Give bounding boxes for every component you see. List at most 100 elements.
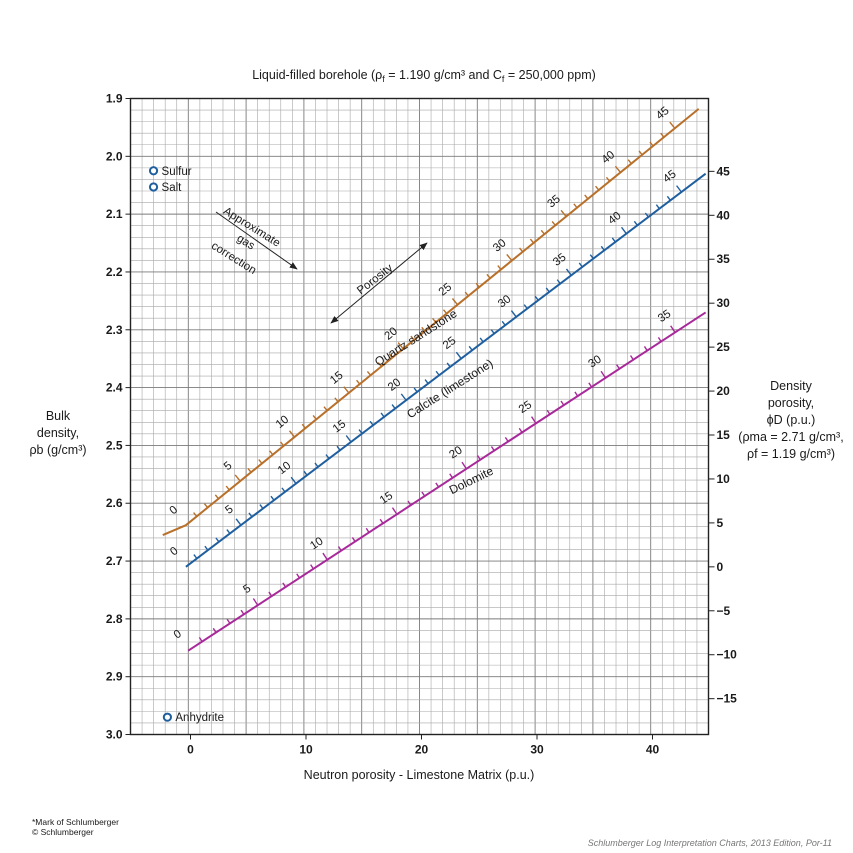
y-tick-label: 2.4 bbox=[106, 381, 123, 395]
porosity-arrow-annotation: Porosity bbox=[330, 242, 428, 324]
series-tick bbox=[214, 494, 220, 500]
right-tick-label: 40 bbox=[717, 208, 731, 222]
series-tick bbox=[193, 554, 198, 559]
series-tick bbox=[270, 495, 275, 501]
series-tick bbox=[391, 507, 398, 515]
mineral-point-marker bbox=[148, 166, 159, 176]
series-tick bbox=[449, 473, 454, 479]
y-tick-label: 2.9 bbox=[106, 670, 123, 684]
series-tick bbox=[464, 291, 469, 297]
series-tick bbox=[573, 203, 578, 209]
y-tick-label: 2.2 bbox=[106, 265, 123, 279]
series-tick bbox=[560, 400, 565, 406]
density-porosity-ticks: 45 40 35 30 25 20 15 10 5 0 −5 −10 −15 bbox=[708, 164, 737, 706]
x-axis-label: Neutron porosity - Limestone Matrix (p.u… bbox=[304, 768, 535, 782]
mineral-point-marker bbox=[148, 182, 159, 192]
series-tick bbox=[605, 176, 611, 182]
series-tick bbox=[486, 273, 491, 279]
series-tick bbox=[523, 304, 528, 310]
y-tick-label: 1.9 bbox=[106, 92, 123, 106]
series-tick bbox=[666, 195, 671, 201]
series-tick bbox=[358, 429, 363, 434]
series-tick bbox=[198, 637, 203, 642]
y-tick-label: 3.0 bbox=[106, 728, 123, 742]
series-tick bbox=[595, 185, 600, 191]
mineral-label-salt: Salt bbox=[162, 182, 183, 194]
porosity-scale-label: 20 bbox=[447, 444, 464, 461]
porosity-scale-label: 30 bbox=[491, 237, 508, 254]
series-tick bbox=[545, 287, 550, 293]
right-axis-label-line2: porosity, bbox=[768, 396, 814, 410]
series-tick bbox=[655, 204, 660, 210]
series-tick bbox=[584, 194, 589, 200]
y-axis-label-line3: ρb (g/cm³) bbox=[29, 443, 86, 457]
series-tick bbox=[380, 412, 385, 418]
series-tick bbox=[323, 406, 328, 411]
series-tick bbox=[506, 253, 513, 262]
series-tick bbox=[435, 482, 440, 488]
porosity-scale-label: 30 bbox=[496, 293, 513, 310]
footnote-mark: *Mark of Schlumberger bbox=[32, 817, 119, 827]
grid bbox=[130, 98, 709, 735]
series-tick bbox=[588, 382, 593, 388]
series-tick bbox=[620, 226, 627, 235]
series-tick bbox=[337, 546, 342, 552]
series-tick bbox=[556, 279, 561, 285]
porosity-scale-label: 40 bbox=[606, 210, 623, 227]
y-axis-ticks: 1.9 2.0 2.1 2.2 2.3 2.4 2.5 2.6 2.7 2.8 2.9 3.0 bbox=[106, 92, 131, 742]
series-tick bbox=[565, 268, 572, 276]
y-tick-label: 2.8 bbox=[106, 612, 123, 626]
y-tick-label: 2.1 bbox=[106, 207, 123, 221]
series-tick bbox=[312, 415, 317, 420]
series-tick bbox=[627, 159, 632, 165]
series-tick bbox=[510, 310, 517, 318]
series-tick bbox=[501, 320, 506, 326]
right-tick-label: 45 bbox=[717, 164, 731, 178]
series-tick bbox=[518, 427, 523, 433]
series-tick bbox=[413, 387, 418, 393]
series-tick bbox=[345, 435, 352, 443]
porosity-scale-label: 15 bbox=[328, 369, 345, 386]
series-tick bbox=[600, 370, 607, 379]
right-axis-label-line4: (ρma = 2.71 g/cm³, bbox=[738, 430, 843, 444]
right-tick-label: 5 bbox=[717, 516, 724, 530]
right-tick-label: 15 bbox=[717, 428, 731, 442]
y-tick-label: 2.3 bbox=[106, 323, 123, 337]
series-tick bbox=[497, 265, 502, 270]
series-line-quartz-sandstone bbox=[162, 108, 700, 536]
series-tick bbox=[377, 362, 382, 367]
series-tick bbox=[351, 537, 356, 542]
porosity-scale-label: 45 bbox=[654, 105, 671, 122]
series-tick bbox=[574, 391, 579, 397]
series-tick bbox=[203, 503, 209, 509]
porosity-scale-label: 35 bbox=[545, 193, 562, 210]
series-tick bbox=[446, 362, 451, 368]
series-tick bbox=[546, 409, 551, 415]
series-tick bbox=[212, 627, 217, 633]
series-tick bbox=[530, 416, 537, 424]
series-tick bbox=[215, 537, 220, 543]
series-tick bbox=[247, 467, 252, 473]
series-tick bbox=[356, 379, 361, 385]
right-tick-label: 30 bbox=[717, 296, 731, 310]
right-tick-label: 10 bbox=[717, 472, 731, 486]
series-tick bbox=[322, 552, 328, 561]
series-tick bbox=[391, 404, 396, 409]
x-tick-label: 40 bbox=[646, 743, 660, 757]
mineral-label-anhydrite: Anhydrite bbox=[175, 712, 224, 724]
series-tick bbox=[660, 132, 665, 138]
porosity-scale-label: 0 bbox=[172, 628, 184, 642]
series-tick bbox=[611, 237, 616, 243]
series-tick bbox=[676, 185, 682, 193]
series-tick bbox=[288, 430, 296, 438]
mineral-points: Sulfur Salt Anhydrite bbox=[148, 166, 224, 724]
series-tick bbox=[193, 512, 198, 517]
y-axis-label-line2: density, bbox=[37, 426, 79, 440]
series-tick bbox=[268, 591, 273, 597]
series-tick bbox=[334, 397, 339, 403]
series-tick bbox=[518, 247, 524, 253]
series-tick bbox=[560, 209, 567, 217]
porosity-scale-label: 35 bbox=[551, 251, 568, 268]
porosity-scale-label: 15 bbox=[331, 418, 348, 435]
series-tick bbox=[407, 500, 412, 506]
